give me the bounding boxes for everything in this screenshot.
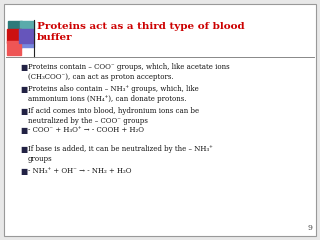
Bar — [8, 21, 22, 35]
Text: ■: ■ — [20, 85, 27, 94]
Text: ■: ■ — [20, 167, 27, 176]
Text: If base is added, it can be neutralized by the – NH₃⁺
groups: If base is added, it can be neutralized … — [28, 145, 213, 163]
Text: - NH₃⁺ + OH⁻ → - NH₂ + H₂O: - NH₃⁺ + OH⁻ → - NH₂ + H₂O — [28, 167, 132, 175]
Text: ■: ■ — [20, 126, 27, 135]
Bar — [8, 33, 22, 47]
Bar — [7, 29, 21, 43]
Text: If acid comes into blood, hydronium ions can be
neutralized by the – COO⁻ groups: If acid comes into blood, hydronium ions… — [28, 107, 199, 125]
Text: ■: ■ — [20, 63, 27, 72]
Bar — [20, 33, 34, 47]
Text: Proteins contain – COO⁻ groups, which, like acetate ions
(CH₃COO⁻), can act as p: Proteins contain – COO⁻ groups, which, l… — [28, 63, 230, 81]
Bar — [7, 41, 21, 55]
Text: buffer: buffer — [37, 33, 73, 42]
Text: ■: ■ — [20, 107, 27, 116]
Bar — [20, 21, 34, 35]
Bar — [19, 29, 33, 43]
Text: Proteins also contain – NH₃⁺ groups, which, like
ammonium ions (NH₄⁺), can donat: Proteins also contain – NH₃⁺ groups, whi… — [28, 85, 199, 103]
Text: ■: ■ — [20, 145, 27, 154]
Text: 9: 9 — [307, 224, 312, 232]
Text: Proteins act as a third type of blood: Proteins act as a third type of blood — [37, 22, 244, 31]
Text: - COO⁻ + H₃O⁺ → - COOH + H₂O: - COO⁻ + H₃O⁺ → - COOH + H₂O — [28, 126, 144, 134]
